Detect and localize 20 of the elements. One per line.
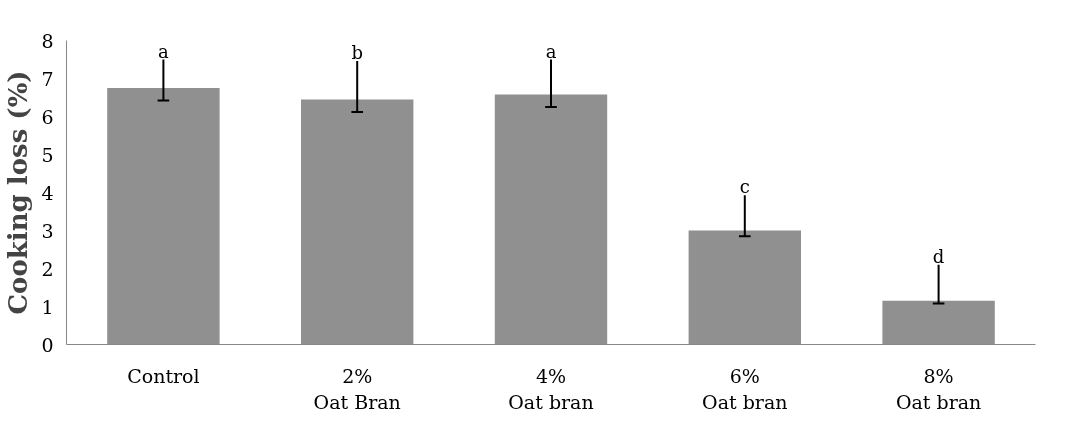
annotation: c xyxy=(739,176,750,198)
x-tick-label: Control xyxy=(127,364,200,387)
y-tick-label: 4 xyxy=(41,181,54,204)
x-tick-label: 8% Oat bran xyxy=(895,364,982,413)
x-tick-label: 6% Oat bran xyxy=(702,364,788,413)
y-tick-label: 7 xyxy=(41,67,54,90)
y-tick-label: 8 xyxy=(41,29,54,52)
y-tick-label: 2 xyxy=(41,257,54,280)
y-tick-label: 1 xyxy=(41,295,54,318)
y-tick-label: 5 xyxy=(41,143,54,166)
y-tick-label: 3 xyxy=(41,219,54,242)
x-tick-label: 2% Oat Bran xyxy=(313,364,401,413)
annotation: d xyxy=(932,245,945,267)
x-tick-label: 4% Oat bran xyxy=(508,364,594,413)
annotation: a xyxy=(545,40,557,62)
y-tick-label: 0 xyxy=(41,333,54,356)
annotation: b xyxy=(351,42,363,64)
y-axis-title: Cooking loss (%) xyxy=(3,70,34,315)
y-tick-label: 6 xyxy=(41,105,54,128)
annotation: a xyxy=(158,40,170,62)
